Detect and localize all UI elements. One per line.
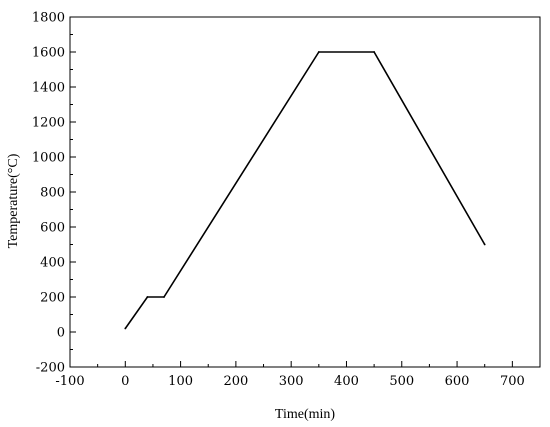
y-tick-label: 1000 (32, 151, 65, 166)
y-tick-label: 800 (40, 186, 65, 201)
series-line (124, 51, 486, 329)
x-axis-label: Time(min) (275, 407, 335, 422)
y-tick-label: 600 (40, 221, 65, 236)
x-tick-label: 100 (168, 374, 193, 389)
y-tick-label: 1800 (32, 11, 65, 26)
x-tick-label: 600 (445, 374, 470, 389)
x-tick-label: 500 (389, 374, 414, 389)
y-axis-label: Temperature(°C) (6, 153, 21, 248)
y-tick-label: -200 (36, 361, 65, 376)
x-tick-label: 700 (500, 374, 525, 389)
x-tick-label: 300 (279, 374, 304, 389)
series-point (373, 51, 376, 53)
y-tick-label: 400 (40, 256, 65, 271)
x-tick-label: -100 (55, 374, 84, 389)
y-tick-label: 200 (40, 291, 65, 306)
series-point (483, 243, 486, 246)
plot-frame (69, 16, 541, 368)
series-point (146, 296, 149, 298)
x-axis-tick-labels: -100 0 100 200 300 400 500 600 700 (55, 374, 524, 389)
series-point (317, 51, 320, 53)
series-layer (124, 51, 486, 330)
x-axis-ticks (69, 361, 513, 367)
y-axis-ticks (70, 16, 76, 368)
series-point (124, 327, 127, 330)
series-point (163, 296, 165, 298)
y-tick-label: 1600 (32, 46, 65, 61)
x-tick-label: 0 (121, 374, 129, 389)
x-tick-label: 400 (334, 374, 359, 389)
x-tick-label: 200 (223, 374, 248, 389)
y-tick-label: 1400 (32, 81, 65, 96)
y-tick-label: 0 (57, 326, 65, 341)
y-axis-tick-labels: -200 0 200 400 600 800 1000 1200 1400 1600 1800 (32, 11, 65, 376)
y-tick-label: 1200 (32, 116, 65, 131)
